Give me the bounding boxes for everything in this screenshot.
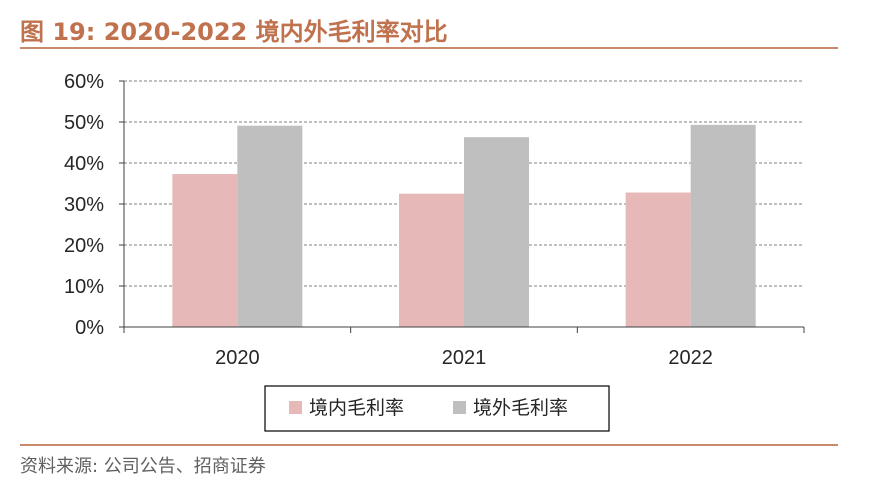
- bar-overseas-2020: [237, 125, 303, 327]
- x-tick-label: 2022: [668, 347, 713, 369]
- source-rule: [20, 444, 838, 446]
- y-tick-label: 0%: [75, 317, 104, 339]
- legend-swatch-overseas: [453, 401, 466, 414]
- y-tick-label: 40%: [64, 153, 104, 175]
- bar-overseas-2021: [464, 137, 529, 327]
- axes: 0% 10% 20% 30% 40% 50% 60% 2020 2021 2022: [64, 71, 805, 369]
- chart-title: 图 19: 2020-2022 境内外毛利率对比: [20, 18, 448, 46]
- x-tick-label: 2020: [215, 347, 260, 369]
- legend-swatch-domestic: [289, 401, 302, 414]
- legend-label-domestic: 境内毛利率: [309, 397, 404, 419]
- legend-box: [264, 385, 610, 432]
- source-note: 资料来源: 公司公告、招商证券: [20, 456, 266, 477]
- x-tick-label: 2021: [442, 347, 487, 369]
- y-tick-label: 30%: [64, 194, 104, 216]
- bar-domestic-2020: [172, 174, 238, 327]
- bar-overseas-2022: [690, 124, 756, 328]
- bars: [172, 124, 756, 328]
- y-tick-label: 50%: [64, 112, 104, 134]
- y-tick-label: 20%: [64, 235, 104, 257]
- y-tick-label: 10%: [64, 276, 104, 298]
- legend: 境内毛利率 境外毛利率: [264, 385, 610, 432]
- y-tick-label: 60%: [64, 71, 104, 93]
- title-rule: [20, 47, 838, 49]
- legend-label-overseas: 境外毛利率: [473, 397, 568, 419]
- bar-domestic-2021: [399, 193, 464, 327]
- bar-domestic-2022: [625, 192, 691, 327]
